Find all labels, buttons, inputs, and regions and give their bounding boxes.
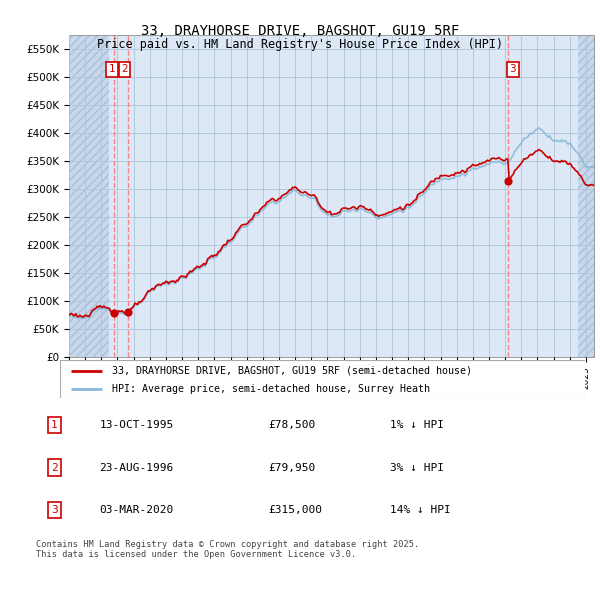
- Text: 3% ↓ HPI: 3% ↓ HPI: [390, 463, 444, 473]
- Text: 33, DRAYHORSE DRIVE, BAGSHOT, GU19 5RF (semi-detached house): 33, DRAYHORSE DRIVE, BAGSHOT, GU19 5RF (…: [113, 366, 473, 376]
- Text: 2: 2: [51, 463, 58, 473]
- Text: 1: 1: [51, 420, 58, 430]
- Bar: [69, 35, 109, 357]
- Text: 14% ↓ HPI: 14% ↓ HPI: [390, 505, 451, 515]
- Text: £79,950: £79,950: [268, 463, 316, 473]
- FancyBboxPatch shape: [60, 360, 585, 398]
- Text: 3: 3: [51, 505, 58, 515]
- Point: [503, 176, 512, 185]
- Text: 03-MAR-2020: 03-MAR-2020: [100, 505, 173, 515]
- Text: 13-OCT-1995: 13-OCT-1995: [100, 420, 173, 430]
- Text: £78,500: £78,500: [268, 420, 316, 430]
- Text: 23-AUG-1996: 23-AUG-1996: [100, 463, 173, 473]
- Point: [109, 309, 119, 318]
- Text: 1: 1: [109, 64, 115, 74]
- Bar: [69, 35, 109, 357]
- Text: 33, DRAYHORSE DRIVE, BAGSHOT, GU19 5RF: 33, DRAYHORSE DRIVE, BAGSHOT, GU19 5RF: [141, 24, 459, 38]
- Point: [123, 307, 133, 317]
- Text: 1% ↓ HPI: 1% ↓ HPI: [390, 420, 444, 430]
- Text: Contains HM Land Registry data © Crown copyright and database right 2025.
This d: Contains HM Land Registry data © Crown c…: [36, 540, 419, 559]
- Text: 3: 3: [509, 64, 516, 74]
- Text: 2: 2: [121, 64, 128, 74]
- Text: £315,000: £315,000: [268, 505, 322, 515]
- Text: HPI: Average price, semi-detached house, Surrey Heath: HPI: Average price, semi-detached house,…: [113, 384, 431, 394]
- Bar: [578, 35, 594, 357]
- Bar: [578, 35, 594, 357]
- Text: Price paid vs. HM Land Registry's House Price Index (HPI): Price paid vs. HM Land Registry's House …: [97, 38, 503, 51]
